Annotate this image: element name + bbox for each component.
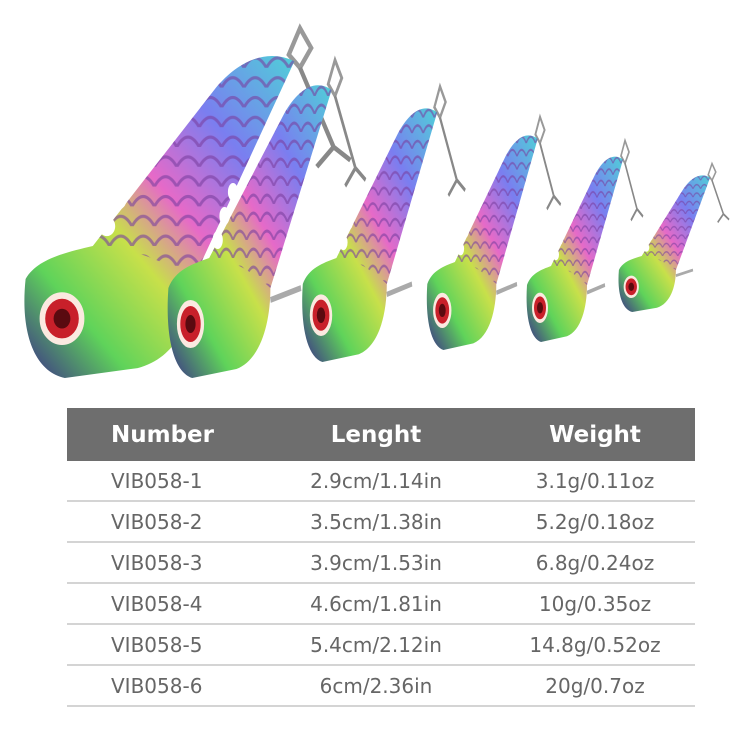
cell-number: VIB058-3 — [111, 550, 203, 575]
lure-vib058-2 — [524, 138, 645, 344]
cell-weight: 6.8g/0.24oz — [535, 550, 655, 575]
table-row: VIB058-5 5.4cm/2.12in 14.8g/0.52oz — [67, 625, 695, 666]
cell-length: 3.9cm/1.53in — [310, 550, 442, 575]
cell-length: 6cm/2.36in — [319, 673, 433, 698]
cell-number: VIB058-2 — [111, 509, 203, 534]
header-number: Number — [111, 421, 214, 448]
table-row: VIB058-6 6cm/2.36in 20g/0.7oz — [67, 666, 695, 707]
lures-product-photo — [0, 0, 731, 400]
table-row: VIB058-1 2.9cm/1.14in 3.1g/0.11oz — [67, 461, 695, 502]
cell-weight: 10g/0.35oz — [538, 591, 652, 616]
cell-number: VIB058-1 — [111, 468, 203, 493]
lure-vib058-1 — [617, 162, 731, 314]
header-length: Lenght — [330, 421, 422, 448]
spec-table: Number Lenght Weight VIB058-1 2.9cm/1.14i… — [67, 408, 695, 707]
table-header: Number Lenght Weight — [67, 408, 695, 461]
header-weight: Weight — [549, 421, 641, 448]
cell-length: 5.4cm/2.12in — [310, 632, 442, 657]
cell-length: 4.6cm/1.81in — [310, 591, 442, 616]
cell-weight: 20g/0.7oz — [545, 673, 645, 698]
cell-number: VIB058-4 — [111, 591, 203, 616]
cell-number: VIB058-6 — [111, 673, 203, 698]
cell-number: VIB058-5 — [111, 632, 203, 657]
cell-weight: 3.1g/0.11oz — [535, 468, 655, 493]
table-row: VIB058-3 3.9cm/1.53in 6.8g/0.24oz — [67, 543, 695, 584]
cell-weight: 5.2g/0.18oz — [535, 509, 655, 534]
cell-length: 3.5cm/1.38in — [310, 509, 442, 534]
cell-length: 2.9cm/1.14in — [310, 468, 442, 493]
cell-weight: 14.8g/0.52oz — [529, 632, 661, 657]
table-row: VIB058-2 3.5cm/1.38in 5.2g/0.18oz — [67, 502, 695, 543]
table-row: VIB058-4 4.6cm/1.81in 10g/0.35oz — [67, 584, 695, 625]
